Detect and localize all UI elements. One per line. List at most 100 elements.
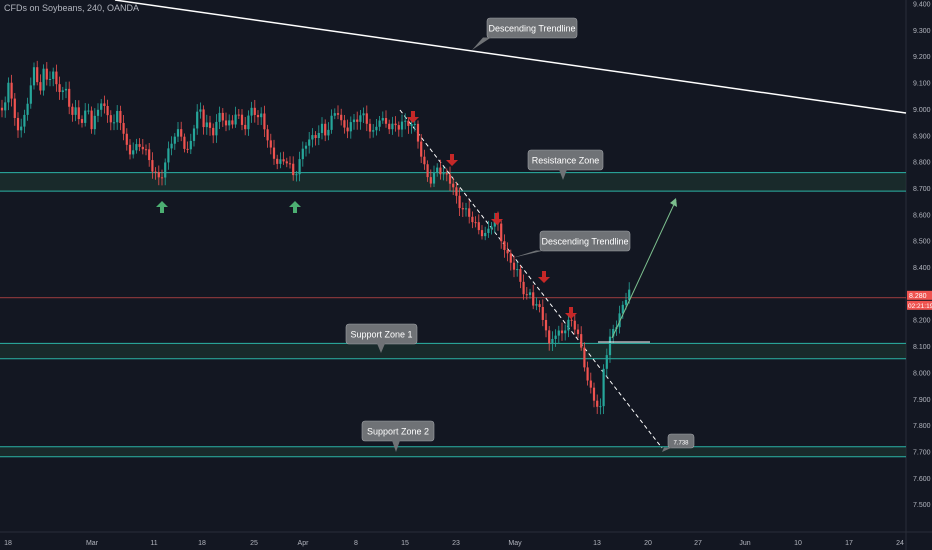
candle — [240, 109, 244, 131]
candle — [160, 169, 164, 186]
candle — [295, 171, 298, 182]
candle — [36, 60, 39, 86]
candle — [436, 163, 439, 177]
trendline-mid-callout[interactable]: Descending Trendline — [512, 230, 631, 258]
candle — [484, 226, 487, 241]
candle — [186, 141, 189, 154]
candle — [320, 117, 324, 140]
candle — [340, 108, 343, 126]
target-callout-text: 7.738 — [673, 441, 689, 447]
candle — [266, 124, 269, 148]
candle — [183, 133, 186, 153]
candle — [464, 202, 468, 217]
candle — [528, 288, 532, 299]
candle — [119, 105, 122, 131]
x-tick-label: Apr — [298, 540, 310, 547]
target-callout[interactable]: 7.738 — [662, 433, 695, 452]
candle — [263, 105, 266, 138]
candle — [7, 77, 10, 111]
candle — [423, 149, 426, 170]
candle — [148, 143, 151, 167]
candle — [349, 116, 352, 139]
trendline-top-callout[interactable]: Descending Trendline — [472, 17, 578, 50]
candle — [221, 108, 224, 127]
up-arrow-icon — [156, 201, 168, 213]
candle — [461, 202, 464, 218]
x-tick-label: May — [508, 540, 522, 547]
candle — [493, 212, 496, 234]
candle — [477, 214, 480, 235]
down-arrow-icon — [565, 307, 577, 319]
candle — [106, 99, 109, 123]
candle — [458, 187, 461, 216]
candle — [292, 156, 295, 181]
candle — [234, 106, 237, 128]
support-zone-1-callout-text: Support Zone 1 — [350, 330, 412, 340]
candle — [164, 158, 167, 186]
candle — [368, 118, 372, 139]
candle — [618, 305, 621, 334]
candle — [253, 99, 256, 123]
support-zone-2-callout[interactable]: Support Zone 2 — [361, 420, 435, 452]
y-tick-label: 7.500 — [913, 502, 931, 509]
y-tick-label: 7.800 — [913, 423, 931, 430]
candle — [455, 182, 458, 204]
candle — [596, 394, 599, 414]
candle — [48, 71, 52, 87]
candle — [365, 105, 368, 132]
candle — [90, 106, 93, 134]
candle — [218, 106, 221, 129]
candle — [93, 108, 96, 135]
candle — [55, 64, 58, 92]
candle — [445, 168, 448, 182]
candle — [554, 329, 557, 347]
candle — [151, 152, 154, 179]
support-zone-1-callout[interactable]: Support Zone 1 — [345, 323, 418, 353]
x-tick-label: 20 — [644, 540, 652, 547]
long-descending-trendline[interactable] — [114, 0, 907, 114]
candle — [519, 265, 522, 289]
candle — [538, 300, 541, 313]
candle — [580, 326, 583, 351]
down-arrow-icon — [446, 154, 458, 166]
projection-arrow-head — [670, 198, 677, 207]
dashed-descending-trendline[interactable] — [399, 109, 663, 449]
countdown-box — [907, 300, 932, 310]
y-tick-label: 9.400 — [913, 2, 931, 9]
candle — [506, 242, 509, 262]
support-zone-2-fill — [0, 446, 906, 457]
candle — [468, 200, 471, 224]
candle — [45, 62, 48, 86]
candle — [212, 123, 215, 144]
down-arrow-icon — [538, 271, 550, 283]
candle — [125, 128, 128, 151]
candle — [176, 122, 180, 142]
candle — [301, 141, 304, 167]
candle — [16, 112, 20, 138]
candle — [391, 116, 394, 135]
candle — [189, 133, 192, 155]
projection-arrow-line[interactable] — [611, 199, 677, 339]
current-price-label: 8.280 — [909, 293, 927, 300]
trendline-top-callout-text: Descending Trendline — [488, 24, 575, 34]
candle — [138, 138, 141, 152]
candle — [196, 104, 199, 135]
candle — [167, 141, 170, 170]
candle — [384, 110, 388, 128]
resistance-zone-callout[interactable]: Resistance Zone — [527, 149, 604, 180]
y-tick-label: 9.100 — [913, 81, 931, 88]
candle — [490, 222, 493, 235]
y-tick-label: 8.700 — [913, 186, 931, 193]
candle — [4, 96, 7, 118]
y-tick-label: 8.900 — [913, 133, 931, 140]
candle — [583, 342, 586, 372]
candle — [77, 100, 80, 125]
candle — [256, 110, 260, 126]
candle — [282, 151, 285, 165]
current-price-box — [907, 290, 932, 300]
candle — [20, 118, 23, 138]
candle — [541, 299, 544, 327]
candle — [84, 103, 87, 127]
candle — [215, 114, 218, 143]
